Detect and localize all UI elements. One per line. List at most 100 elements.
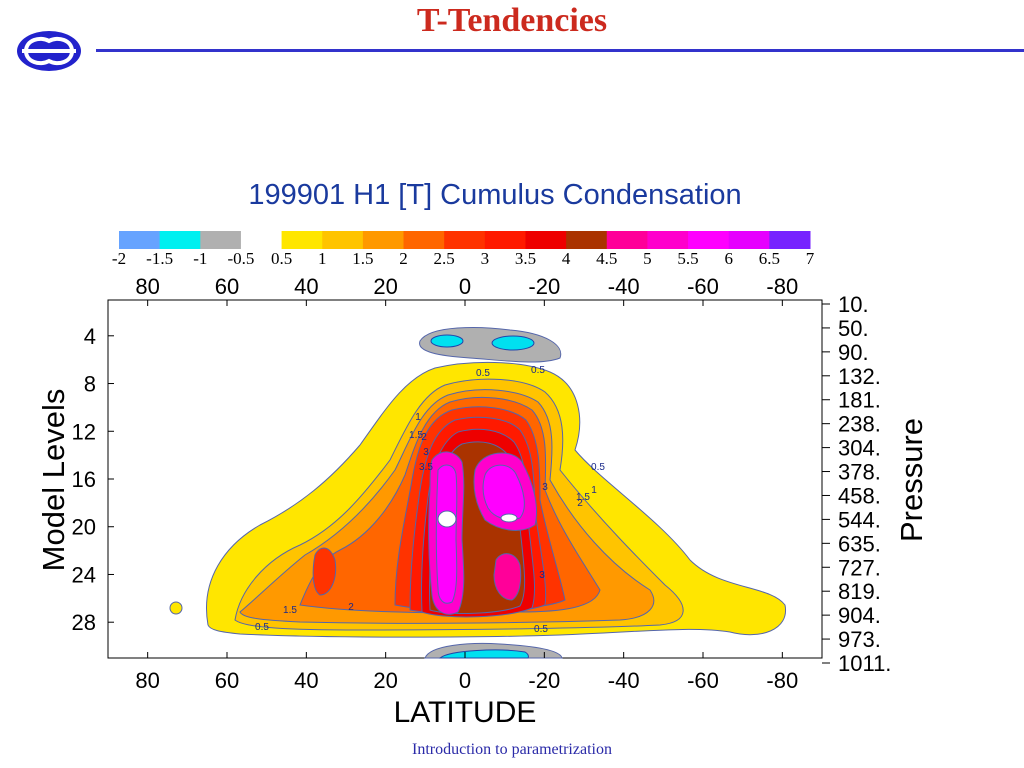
top-x-tick-label: -80	[766, 274, 798, 299]
y-tick-label: 28	[72, 610, 96, 635]
pressure-label: 1011.	[838, 651, 891, 676]
y-tick-label: 24	[72, 562, 96, 587]
contour-2-5-left	[312, 547, 337, 596]
colorbar-label: 4.5	[596, 249, 617, 268]
contour-label: 3	[542, 482, 548, 493]
left-y-tick-labels: 4 8 12 16 20 24 28	[72, 324, 114, 635]
pressure-label: 132.	[838, 364, 881, 389]
contour-label: 2	[577, 498, 583, 509]
colorbar-label: -0.5	[227, 249, 254, 268]
contour-label: 2	[421, 432, 427, 443]
colorbar-swatch-0	[119, 231, 161, 249]
pressure-label: 181.	[838, 388, 881, 413]
top-x-tick-label: 20	[373, 274, 397, 299]
tendency-field	[169, 327, 786, 659]
contour-label: 0.5	[255, 622, 269, 633]
y-axis-label-right: Pressure	[894, 418, 929, 542]
colorbar-swatch-4	[281, 231, 323, 249]
colorbar-swatch-16	[769, 231, 811, 249]
max-core-right	[500, 513, 518, 523]
max-core-left	[437, 510, 457, 528]
pressure-label: 458.	[838, 483, 881, 508]
colorbar-swatch-12	[606, 231, 648, 249]
colorbar-swatch-2	[200, 231, 242, 249]
colorbar-label: 4	[562, 249, 571, 268]
pressure-tick-labels: 10.50.90.132.181.238.304.378.458.544.635…	[822, 292, 891, 676]
colorbar-label: 1.5	[352, 249, 373, 268]
bottom-x-tick-label: -80	[766, 668, 798, 693]
colorbar-label: 5.5	[677, 249, 698, 268]
pressure-label: 635.	[838, 531, 881, 556]
y-tick-label: 4	[84, 324, 96, 349]
top-x-tick-label: -40	[608, 274, 640, 299]
pressure-label: 238.	[838, 412, 881, 437]
colorbar-swatch-15	[728, 231, 770, 249]
pressure-label: 727.	[838, 555, 881, 580]
colorbar-label: 0.5	[271, 249, 292, 268]
bottom-x-tick-label: 0	[459, 668, 471, 693]
pressure-label: 50.	[838, 316, 869, 341]
contour-label: 3	[539, 570, 545, 581]
top-x-tick-label: 40	[294, 274, 318, 299]
contour-0-5-blob	[169, 601, 183, 615]
y-tick-label: 20	[72, 515, 96, 540]
colorbar-swatch-7	[403, 231, 445, 249]
top-x-tick-label: 60	[215, 274, 239, 299]
top-x-tick-label: -20	[528, 274, 560, 299]
top-x-tick-label: 80	[135, 274, 159, 299]
colorbar-swatch-5	[322, 231, 364, 249]
contour-label: 0.5	[534, 624, 548, 635]
colorbar-label: 7	[806, 249, 815, 268]
colorbar-label: 6	[724, 249, 733, 268]
contour-label: 3	[423, 447, 429, 458]
negative-core-top-left	[430, 334, 464, 348]
colorbar-swatch-9	[484, 231, 526, 249]
bottom-x-tick-label: 40	[294, 668, 318, 693]
contour-label: 0.5	[531, 365, 545, 376]
colorbar-label: -2	[112, 249, 126, 268]
x-axis-label: LATITUDE	[394, 696, 537, 729]
colorbar-swatch-8	[444, 231, 486, 249]
contour-6-left-column	[435, 464, 458, 604]
colorbar-swatch-3	[240, 231, 283, 249]
colorbar-swatch-6	[362, 231, 405, 249]
colorbar-label: -1.5	[146, 249, 173, 268]
colorbar-label: -1	[193, 249, 207, 268]
chart-title: 199901 H1 [T] Cumulus Condensation	[248, 179, 741, 211]
slide-title: T-Tendencies	[416, 2, 608, 39]
colorbar-label: 3.5	[515, 249, 536, 268]
contour-label: 1.5	[409, 430, 423, 441]
title-rule	[96, 49, 1024, 52]
top-x-tick-labels: 80 60 40 20 0 -20 -40 -60 -80	[135, 274, 798, 306]
bottom-x-tick-label: -60	[687, 668, 719, 693]
contour-label: 1	[415, 412, 421, 423]
contour-label: 1.5	[576, 492, 590, 503]
y-tick-label: 16	[72, 467, 96, 492]
pressure-label: 904.	[838, 603, 881, 628]
pressure-label: 544.	[838, 507, 881, 532]
contour-label: 1	[591, 485, 597, 496]
bottom-x-tick-label: 80	[135, 668, 159, 693]
top-x-tick-label: 0	[459, 274, 471, 299]
pressure-label: 819.	[838, 579, 881, 604]
pressure-label: 304.	[838, 436, 881, 461]
bottom-x-tick-label: -20	[528, 668, 560, 693]
bottom-x-tick-label: -40	[608, 668, 640, 693]
colorbar-label: 5	[643, 249, 652, 268]
colorbar-swatch-11	[566, 231, 608, 249]
pressure-label: 378.	[838, 460, 881, 485]
colorbar-swatch-10	[525, 231, 567, 249]
ecmwf-logo-icon	[17, 31, 81, 71]
negative-core-bottom	[438, 649, 529, 659]
contour-label: 1.5	[283, 605, 297, 616]
contour-label: 2	[348, 602, 354, 613]
bottom-x-tick-label: 60	[215, 668, 239, 693]
contour-label: 0.5	[476, 368, 490, 379]
pressure-label: 973.	[838, 627, 881, 652]
contour-5-right-lower	[493, 553, 522, 601]
y-tick-label: 12	[72, 419, 96, 444]
contour-chart: 199901 H1 [T] Cumulus Condensation -2 -1.…	[36, 179, 929, 729]
contour-6-right-upper	[482, 464, 525, 521]
negative-core-top-right	[491, 335, 535, 351]
